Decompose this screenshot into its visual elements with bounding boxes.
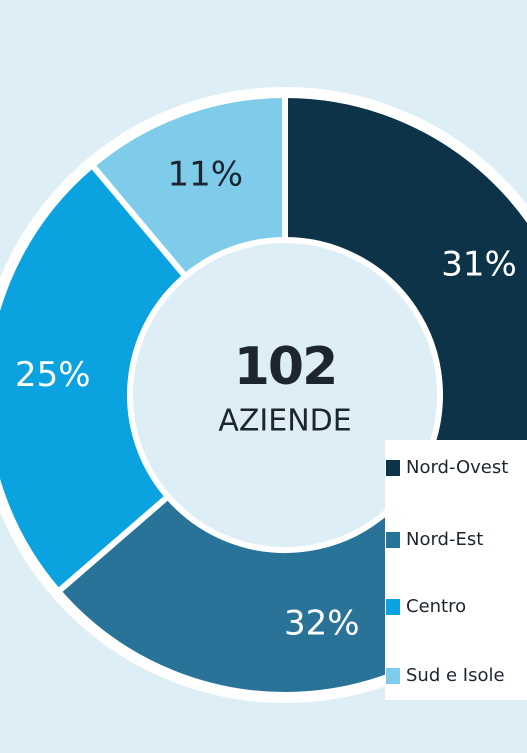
legend-label: Nord-Est [406,529,483,550]
legend-label: Centro [406,596,466,617]
legend-label: Sud e Isole [406,665,505,686]
legend-swatch [386,599,400,615]
slice [0,162,189,595]
value-labels: 31% 32% 25% 11% [15,155,517,644]
legend-label: Nord-Ovest [406,457,508,478]
outer-ring [0,87,527,703]
legend-swatch [386,668,400,684]
value-label: 11% [168,155,244,195]
slice [282,92,527,500]
legend-box [385,440,527,700]
value-label: 25% [15,355,91,395]
legend-swatch [386,532,400,548]
slice [89,92,288,280]
legend-swatch [386,460,400,476]
legend: Nord-Ovest Nord-Est Centro Sud e Isole [386,457,508,686]
value-label: 31% [441,244,517,284]
value-label: 32% [284,604,360,644]
center-subtitle: AZIENDE [218,404,351,439]
center-title: 102 [234,337,337,397]
